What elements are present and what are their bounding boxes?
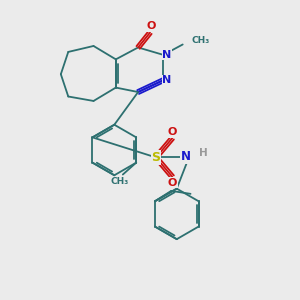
Text: H: H bbox=[199, 148, 208, 158]
Text: S: S bbox=[152, 151, 160, 164]
Text: CH₃: CH₃ bbox=[111, 178, 129, 187]
Text: N: N bbox=[162, 75, 172, 85]
Text: O: O bbox=[168, 127, 177, 137]
Text: N: N bbox=[181, 150, 191, 163]
Text: O: O bbox=[168, 178, 177, 188]
Text: CH₃: CH₃ bbox=[192, 36, 210, 45]
Text: N: N bbox=[162, 50, 172, 60]
Text: O: O bbox=[147, 21, 156, 31]
